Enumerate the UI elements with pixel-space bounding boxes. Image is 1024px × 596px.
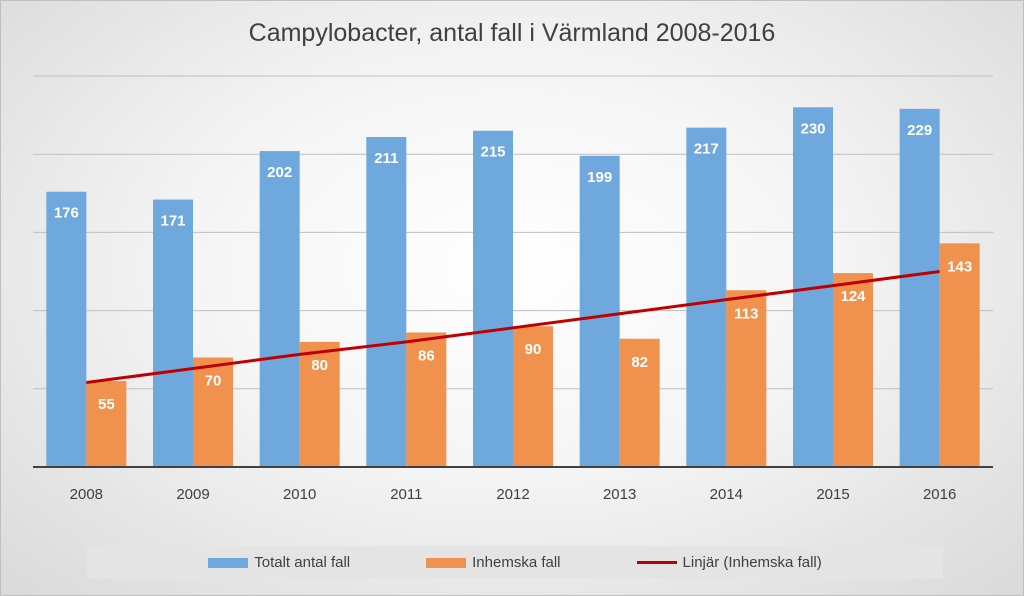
legend-label-domestic: Inhemska fall [472, 554, 561, 571]
data-label: 70 [205, 373, 222, 390]
x-tick-label: 2013 [603, 486, 636, 503]
data-label: 199 [587, 169, 612, 186]
legend-swatch-domestic [426, 557, 467, 568]
legend-item-domestic: Inhemska fall [426, 554, 561, 571]
data-label: 202 [267, 164, 292, 181]
chart-title: Campylobacter, antal fall i Värmland 200… [248, 19, 776, 47]
data-label: 215 [480, 144, 505, 161]
bar-domestic [939, 243, 980, 467]
bar-total [686, 127, 727, 467]
data-label: 217 [694, 141, 719, 158]
data-label: 211 [374, 150, 398, 167]
legend-swatch-total [208, 557, 249, 568]
data-label: 55 [98, 396, 115, 413]
bar-total [899, 108, 940, 468]
bar-total [473, 130, 513, 468]
legend-item-trend: Linjär (Inhemska fall) [636, 554, 822, 571]
bar-domestic [513, 326, 553, 467]
bar-domestic [406, 332, 447, 467]
data-label: 171 [160, 213, 185, 230]
bar-domestic [86, 380, 127, 467]
bar-total [366, 136, 407, 467]
plot-area: 176 171 202 211 215 199 217 230 229 55 70 80 86 90 82 1… [33, 75, 993, 503]
data-label: 176 [54, 205, 79, 222]
data-label: 229 [907, 122, 932, 139]
bar-total [259, 151, 300, 467]
bar-domestic [833, 273, 873, 467]
x-tick-label: 2014 [710, 486, 743, 503]
data-label: 230 [800, 120, 825, 137]
legend-label-total: Totalt antal fall [254, 554, 351, 571]
data-label: 90 [525, 341, 542, 358]
data-label: 124 [840, 288, 866, 305]
data-label: 113 [734, 305, 758, 322]
legend: Totalt antal fall Inhemska fall Linjär (… [87, 546, 943, 579]
data-label: 82 [631, 354, 648, 371]
x-tick-label: 2010 [283, 486, 316, 503]
x-tick-label: 2011 [390, 486, 422, 503]
trend-line [86, 270, 940, 385]
x-tick-label: 2016 [923, 486, 956, 503]
data-label: 143 [947, 258, 972, 275]
data-label: 80 [311, 357, 328, 374]
bar-total [153, 199, 193, 467]
legend-label-trend: Linjär (Inhemska fall) [682, 554, 822, 571]
x-tick-label: 2008 [70, 486, 103, 503]
bar-domestic [726, 290, 767, 467]
x-tick-label: 2009 [176, 486, 209, 503]
bar-domestic [299, 341, 340, 467]
x-tick-label: 2015 [816, 486, 849, 503]
bar-domestic [619, 338, 660, 467]
legend-swatch-trend [636, 561, 677, 564]
bar-total [579, 155, 620, 467]
bar-domestic [193, 357, 233, 467]
legend-item-total: Totalt antal fall [208, 554, 350, 571]
x-tick-label: 2012 [496, 486, 529, 503]
bar-total [46, 191, 87, 467]
data-label: 86 [418, 347, 435, 364]
